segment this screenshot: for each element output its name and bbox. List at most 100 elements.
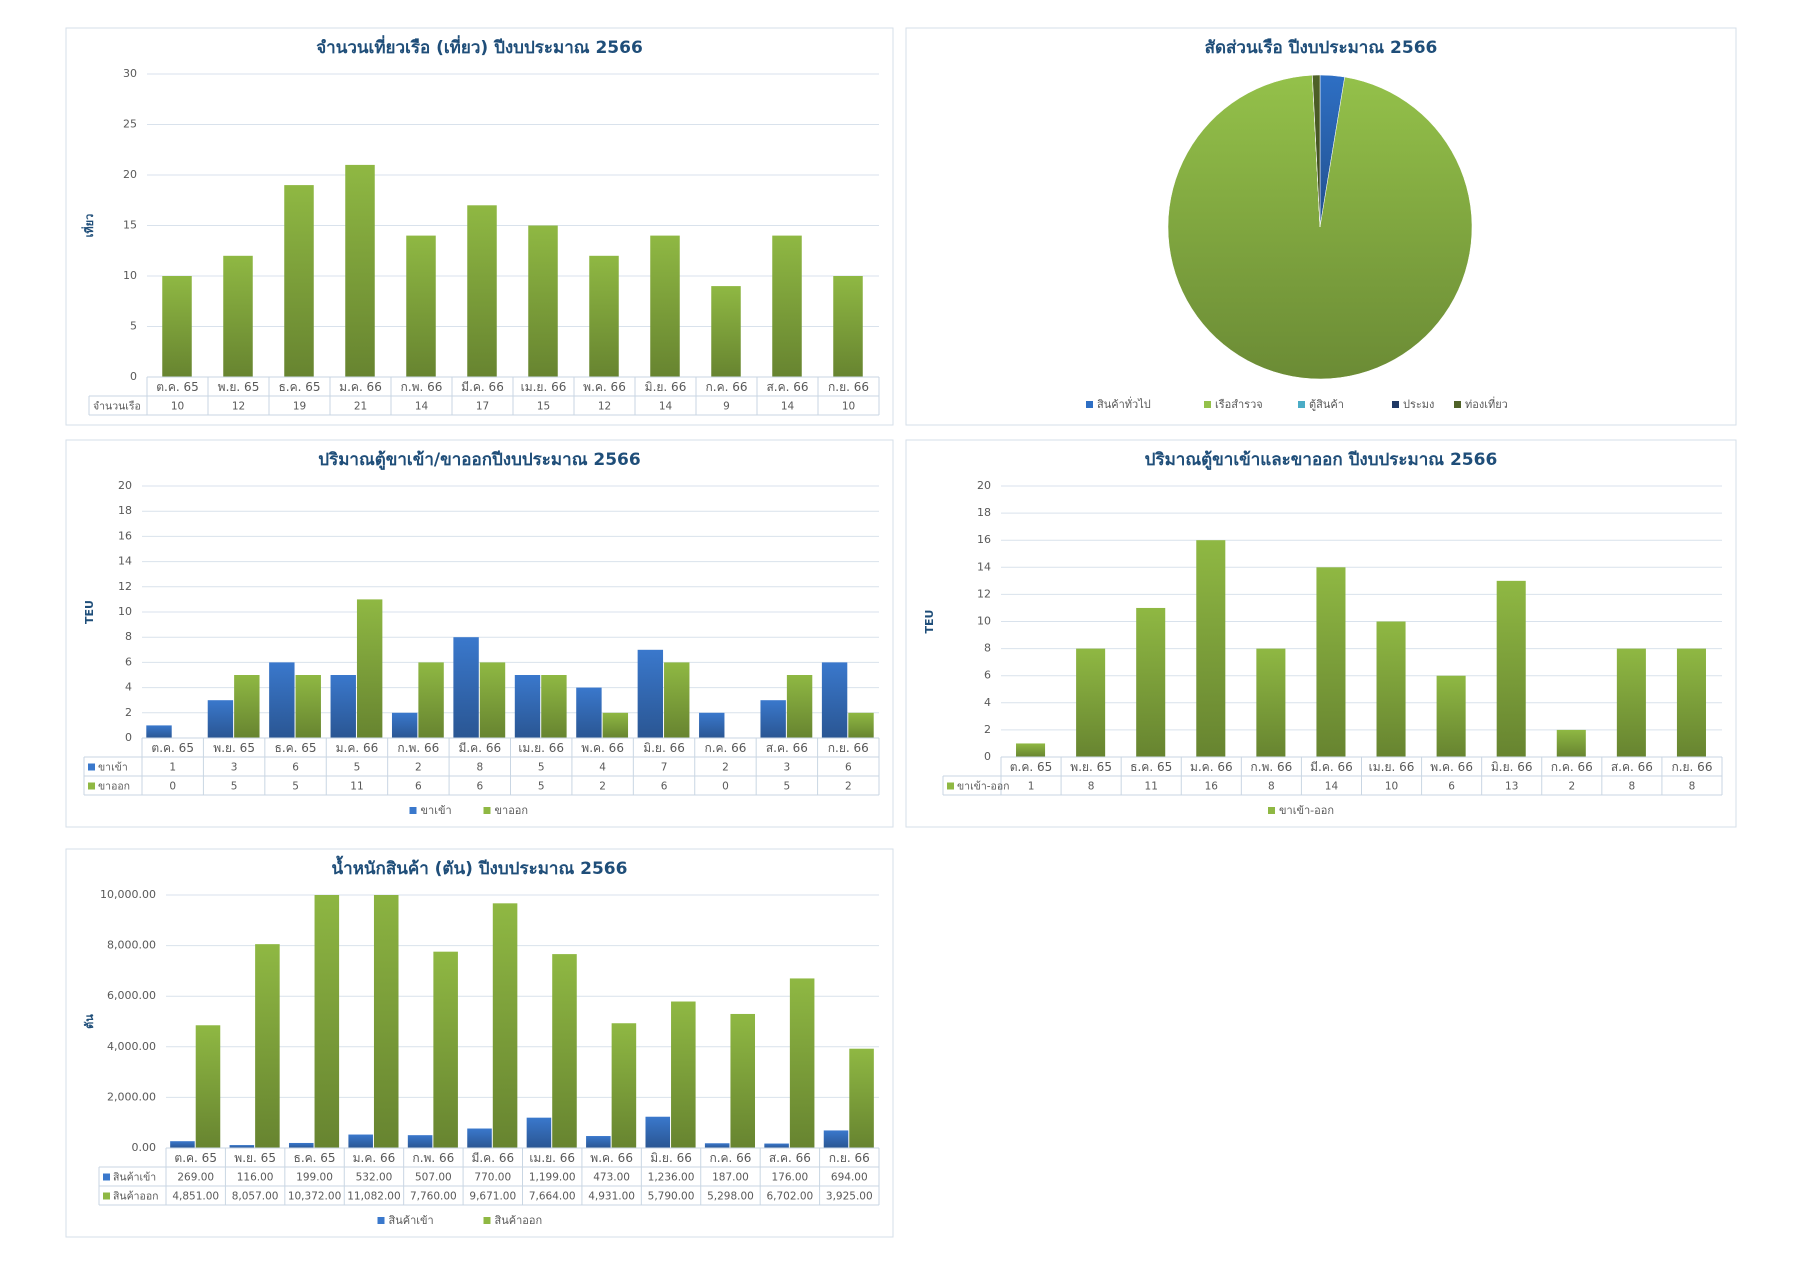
table-value: 11 [350,781,363,793]
table-value: 2 [1568,781,1575,793]
y-tick-label: 18 [118,504,132,517]
table-value: 7,664.00 [529,1191,576,1203]
table-value: 11 [1145,781,1158,793]
bar [407,1135,433,1148]
y-tick-label: 8 [984,642,991,655]
table-value: 8 [1268,781,1275,793]
y-tick-label: 20 [123,168,137,181]
bar [234,675,260,738]
bar [1616,648,1646,757]
table-value: 12 [232,401,245,413]
table-series-name: สินค้าออก [113,1191,158,1203]
bar [528,225,558,377]
bar [576,687,602,738]
y-tick-label: 10,000.00 [100,888,156,901]
x-tick-label: ก.ค. 66 [704,741,746,755]
bar [207,700,234,738]
bar [467,205,497,377]
table-value: 10 [842,401,855,413]
table-value: 21 [354,401,367,413]
table-value: 8 [1088,781,1095,793]
x-tick-label: เม.ย. 66 [529,1151,575,1165]
bar [1136,607,1166,757]
table-value: 4,931.00 [588,1191,635,1203]
bar [162,276,192,377]
bar [552,954,577,1148]
bar [699,712,725,738]
chart-title: จำนวนเที่ยวเรือ (เที่ยว) ปีงบประมาณ 2566 [316,35,643,58]
legend-key [409,807,417,814]
chart-title: น้ำหนักสินค้า (ตัน) ปีงบประมาณ 2566 [332,855,628,879]
bar [314,895,340,1148]
table-value: 6,702.00 [766,1191,813,1203]
bar [348,1134,373,1148]
bar [269,662,295,738]
y-tick-label: 8,000.00 [107,939,156,952]
table-value: 7,760.00 [410,1191,457,1203]
y-tick-label: 2 [984,723,991,736]
bar [1556,729,1586,757]
x-tick-label: ต.ค. 65 [156,380,199,394]
bar [255,944,280,1148]
table-value: 6 [415,781,422,793]
bar [704,1143,730,1148]
bar [650,235,680,377]
bar [373,895,399,1148]
table-value: 12 [598,401,611,413]
y-tick-label: 10 [118,605,132,618]
y-tick-label: 14 [118,555,132,568]
x-tick-label: ม.ค. 66 [336,741,379,755]
table-value: 532.00 [356,1172,393,1184]
x-tick-label: ก.พ. 66 [1250,760,1292,774]
table-value: 19 [293,401,306,413]
legend-key [483,1217,491,1224]
legend-label: เรือสำรวจ [1215,398,1263,411]
bar [586,1136,611,1148]
x-tick-label: พ.ค. 66 [1430,760,1473,774]
table-value: 5 [354,762,361,774]
legend-label: ประมง [1403,398,1434,411]
bar [1196,540,1226,757]
bar [1436,675,1466,757]
legend-key [1204,401,1211,408]
table-key [947,782,954,790]
y-tick-label: 10 [977,615,991,628]
legend-key [1454,401,1461,408]
bar [602,712,629,738]
table-value: 6 [845,762,852,774]
bar [664,662,690,738]
table-key [103,1192,110,1200]
table-value: 1 [169,762,176,774]
x-tick-label: พ.ค. 66 [590,1151,633,1165]
bars [1016,540,1706,757]
bar [764,1143,789,1148]
bar [1256,648,1286,757]
bar [823,1130,849,1148]
y-tick-label: 4 [984,696,991,709]
table-value: 14 [415,401,429,413]
x-tick-label: ต.ค. 65 [1010,760,1053,774]
y-tick-label: 6 [984,669,991,682]
x-tick-label: มี.ค. 66 [1310,760,1353,774]
table-value: 0 [722,781,729,793]
bar [453,637,479,738]
bar [356,599,383,738]
x-tick-label: มิ.ย. 66 [643,741,685,755]
x-tick-label: ธ.ค. 65 [294,1151,336,1165]
bar [406,235,436,377]
table-value: 6 [1448,781,1455,793]
bar [611,1023,637,1148]
table-value: 694.00 [831,1172,868,1184]
bar [146,725,172,738]
table-value: 5 [538,762,545,774]
x-tick-label: ส.ค. 66 [766,741,808,755]
table-value: 7 [661,762,668,774]
x-tick-label: ก.ค. 66 [705,380,747,394]
bar [1676,648,1706,757]
x-tick-label: ธ.ค. 65 [275,741,317,755]
bar [1076,648,1106,757]
bar [1496,580,1526,757]
table-value: 2 [845,781,852,793]
x-tick-label: ก.พ. 66 [397,741,439,755]
x-tick-label: มี.ค. 66 [471,1151,514,1165]
